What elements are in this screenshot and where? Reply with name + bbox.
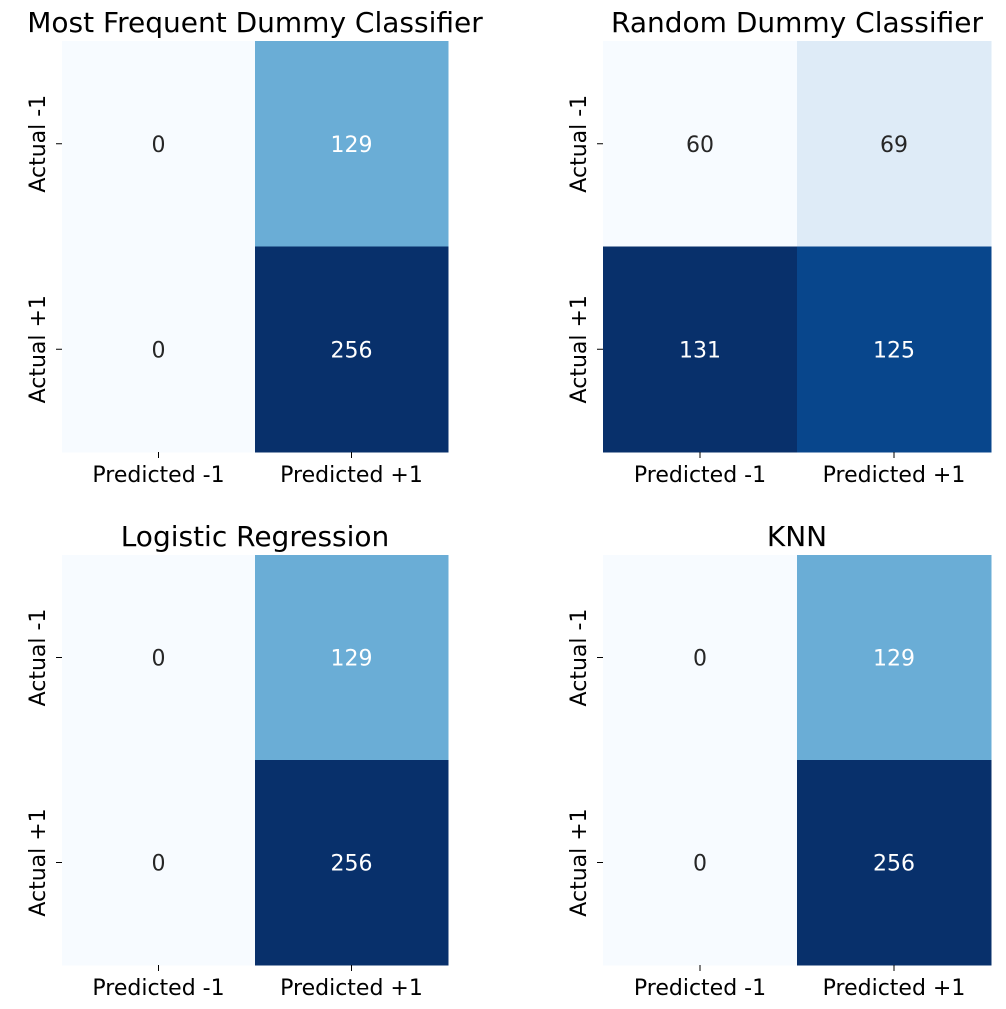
x-tick-label: Predicted +1 xyxy=(823,463,966,488)
y-tick-label: Actual +1 xyxy=(26,295,51,403)
heatmap-cell xyxy=(255,555,449,761)
chart-title: Logistic Regression xyxy=(121,520,390,553)
cell-value-label: 0 xyxy=(152,133,166,158)
heatmap-cell xyxy=(62,760,256,966)
heatmap-cell xyxy=(62,555,256,761)
cell-value-label: 129 xyxy=(873,647,915,672)
cell-value-label: 256 xyxy=(331,852,373,877)
cell-value-label: 256 xyxy=(331,338,373,363)
x-tick-label: Predicted -1 xyxy=(92,976,224,1001)
cell-value-label: 131 xyxy=(679,338,721,363)
heatmap-cell xyxy=(62,246,256,453)
heatmap-panel-1: Most Frequent Dummy Classifier 0 129 0 256 Pr… xyxy=(26,6,483,488)
y-tick-label: Actual -1 xyxy=(567,609,592,707)
heatmap-cell xyxy=(603,760,798,966)
y-tick-label: Actual +1 xyxy=(567,808,592,916)
cell-value-label: 0 xyxy=(152,338,166,363)
heatmap-panel-4: KNN 0 129 0 256 Predicted -1 Predicted +1 Actua… xyxy=(567,520,992,1001)
cell-value-label: 0 xyxy=(693,647,707,672)
y-tick-label: Actual -1 xyxy=(26,609,51,707)
heatmap-cell xyxy=(797,760,992,966)
x-tick-label: Predicted +1 xyxy=(823,976,966,1001)
x-tick-label: Predicted -1 xyxy=(92,463,224,488)
cell-value-label: 256 xyxy=(873,852,915,877)
heatmap-cell xyxy=(603,41,798,247)
heatmap-cell xyxy=(797,246,992,453)
heatmap-cell xyxy=(255,246,449,453)
y-tick-label: Actual +1 xyxy=(26,808,51,916)
heatmap-cell xyxy=(797,555,992,761)
heatmap-cell xyxy=(797,41,992,247)
cell-value-label: 0 xyxy=(693,852,707,877)
heatmap-cell xyxy=(603,246,798,453)
heatmap-panel-3: Logistic Regression 0 129 0 256 Predicted -1 P… xyxy=(26,520,449,1001)
chart-title: Random Dummy Classifier xyxy=(611,6,983,39)
y-tick-label: Actual +1 xyxy=(567,295,592,403)
chart-title: KNN xyxy=(767,520,827,553)
heatmap-cell xyxy=(62,41,256,247)
cell-value-label: 125 xyxy=(873,338,915,363)
cell-value-label: 0 xyxy=(152,852,166,877)
heatmap-cell xyxy=(255,41,449,247)
cell-value-label: 129 xyxy=(331,647,373,672)
cell-value-label: 0 xyxy=(152,647,166,672)
x-tick-label: Predicted -1 xyxy=(634,976,766,1001)
heatmap-cell xyxy=(603,555,798,761)
heatmap-cell xyxy=(255,760,449,966)
cell-value-label: 129 xyxy=(331,133,373,158)
chart-title: Most Frequent Dummy Classifier xyxy=(27,6,483,39)
heatmap-panel-2: Random Dummy Classifier 60 69 131 125 Predict… xyxy=(567,6,992,488)
cell-value-label: 69 xyxy=(880,133,908,158)
x-tick-label: Predicted +1 xyxy=(280,463,423,488)
x-tick-label: Predicted -1 xyxy=(634,463,766,488)
x-tick-label: Predicted +1 xyxy=(280,976,423,1001)
cell-value-label: 60 xyxy=(686,133,714,158)
y-tick-label: Actual -1 xyxy=(26,95,51,193)
y-tick-label: Actual -1 xyxy=(567,95,592,193)
